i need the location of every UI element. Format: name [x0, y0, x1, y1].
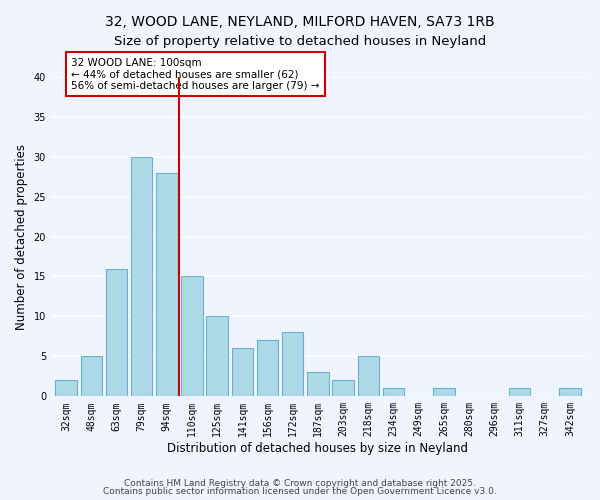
Text: Contains HM Land Registry data © Crown copyright and database right 2025.: Contains HM Land Registry data © Crown c…: [124, 478, 476, 488]
Bar: [559, 388, 581, 396]
Bar: [307, 372, 329, 396]
Bar: [332, 380, 354, 396]
Text: Size of property relative to detached houses in Neyland: Size of property relative to detached ho…: [114, 35, 486, 48]
Bar: [206, 316, 228, 396]
Bar: [383, 388, 404, 396]
Text: Contains public sector information licensed under the Open Government Licence v3: Contains public sector information licen…: [103, 487, 497, 496]
Bar: [181, 276, 203, 396]
Bar: [358, 356, 379, 397]
Bar: [509, 388, 530, 396]
Text: 32, WOOD LANE, NEYLAND, MILFORD HAVEN, SA73 1RB: 32, WOOD LANE, NEYLAND, MILFORD HAVEN, S…: [105, 15, 495, 29]
Bar: [131, 156, 152, 396]
X-axis label: Distribution of detached houses by size in Neyland: Distribution of detached houses by size …: [167, 442, 469, 455]
Bar: [433, 388, 455, 396]
Text: 32 WOOD LANE: 100sqm
← 44% of detached houses are smaller (62)
56% of semi-detac: 32 WOOD LANE: 100sqm ← 44% of detached h…: [71, 58, 320, 90]
Bar: [80, 356, 102, 397]
Bar: [232, 348, 253, 397]
Y-axis label: Number of detached properties: Number of detached properties: [15, 144, 28, 330]
Bar: [257, 340, 278, 396]
Bar: [106, 268, 127, 396]
Bar: [55, 380, 77, 396]
Bar: [282, 332, 304, 396]
Bar: [156, 172, 178, 396]
